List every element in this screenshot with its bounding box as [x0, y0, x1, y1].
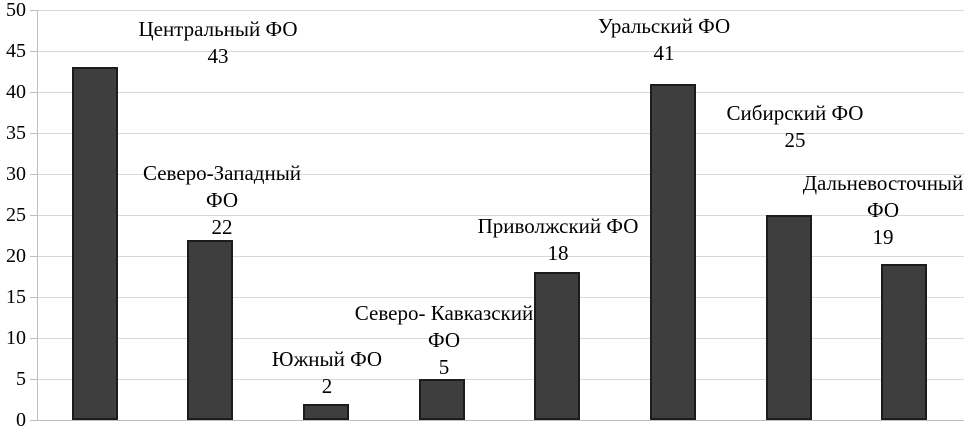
bar-value-label: 5 [438, 355, 450, 379]
y-axis-tick [30, 297, 37, 298]
bar-label: Приволжский ФО 18 [478, 213, 639, 267]
y-axis-tick [30, 92, 37, 93]
bar-label: Дальневосточный ФО 19 [803, 170, 964, 251]
bar-label: Сибирский ФО 25 [727, 100, 864, 154]
gridline [37, 174, 964, 175]
gridline [37, 10, 964, 11]
gridline [37, 51, 964, 52]
bar-category-label: Северо- Кавказский [354, 301, 534, 325]
y-axis-line [37, 10, 38, 420]
gridline [37, 256, 964, 257]
bar-value-label: 41 [653, 41, 675, 65]
bar-category-label: ФО [866, 198, 900, 222]
bar [765, 215, 812, 420]
bar-value-label: 2 [321, 374, 333, 398]
bar-category-label: Южный ФО [271, 347, 383, 371]
bar [187, 239, 234, 420]
gridline [37, 215, 964, 216]
bar-category-label: Центральный ФО [138, 17, 298, 41]
bar [303, 403, 350, 420]
y-axis-tick [30, 133, 37, 134]
y-axis-tick-label: 35 [6, 122, 26, 144]
y-axis-tick [30, 215, 37, 216]
bar [881, 264, 928, 420]
y-axis-tick-label: 0 [16, 409, 26, 428]
bar [649, 83, 696, 420]
bar-value-label: 18 [547, 241, 569, 265]
bar-category-label: ФО [427, 328, 461, 352]
y-axis-tick [30, 338, 37, 339]
bar [418, 379, 465, 420]
bar-value-label: 25 [784, 128, 806, 152]
y-axis-tick [30, 174, 37, 175]
bar-value-label: 22 [211, 215, 233, 239]
y-axis-tick-label: 25 [6, 204, 26, 226]
y-axis-tick-label: 20 [6, 245, 26, 267]
gridline [37, 297, 964, 298]
bar-category-label: Приволжский ФО [477, 214, 639, 238]
bar-label: Северо-Западный ФО 22 [143, 160, 301, 241]
bar [534, 272, 581, 420]
gridline [37, 92, 964, 93]
y-axis-tick [30, 10, 37, 11]
bar-category-label: Дальневосточный [802, 171, 964, 195]
bar [71, 67, 118, 420]
y-axis-tick [30, 51, 37, 52]
x-axis-line [37, 420, 964, 421]
y-axis-tick [30, 379, 37, 380]
y-axis-tick-label: 5 [16, 368, 26, 390]
gridline [37, 338, 964, 339]
y-axis-tick-label: 45 [6, 40, 26, 62]
bar-category-label: ФО [205, 188, 238, 212]
bar-label: Уральский ФО 41 [598, 13, 730, 67]
y-axis-tick-label: 30 [6, 163, 26, 185]
bar-category-label: Сибирский ФО [726, 101, 864, 125]
bar-label: Южный ФО 2 [272, 346, 382, 400]
bar-category-label: Уральский ФО [597, 14, 731, 38]
gridline [37, 133, 964, 134]
bar-label: Центральный ФО 43 [138, 16, 297, 70]
y-axis-tick [30, 256, 37, 257]
y-axis-tick-label: 15 [6, 286, 26, 308]
bar-value-label: 43 [207, 44, 229, 68]
bar-value-label: 19 [872, 225, 894, 249]
y-axis-tick [30, 420, 37, 421]
y-axis-tick-label: 40 [6, 81, 26, 103]
y-axis-tick-label: 50 [6, 0, 26, 22]
bar-label: Северо- Кавказский ФО 5 [355, 300, 533, 381]
y-axis-tick-label: 10 [6, 327, 26, 349]
bar-category-label: Северо-Западный [142, 161, 302, 185]
gridline [37, 379, 964, 380]
